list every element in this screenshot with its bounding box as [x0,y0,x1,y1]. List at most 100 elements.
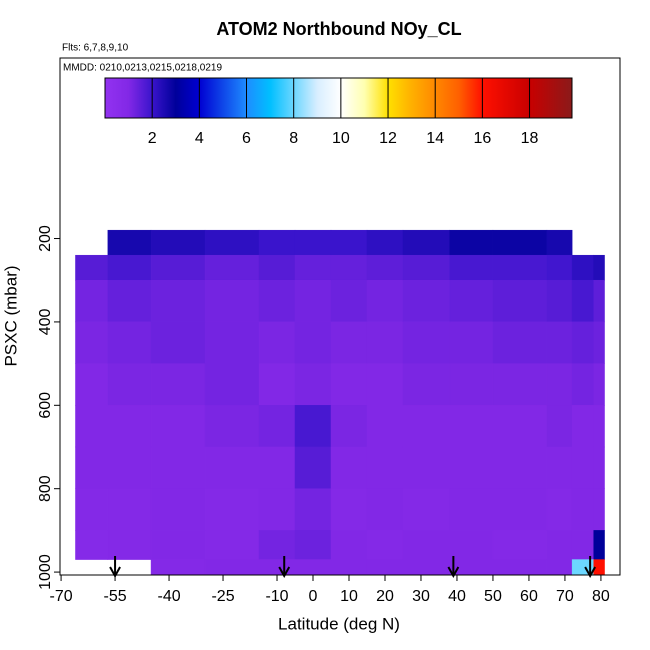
curtain-cell [204,488,260,531]
curtain-cell [593,446,605,489]
curtain-cell [107,530,152,560]
curtain-cell [366,559,404,576]
x-tick-label: -70 [50,588,73,605]
curtain-cell [107,229,152,256]
curtain-cell [571,530,594,560]
curtain-cell [258,321,296,364]
curtain-cell [150,488,206,531]
curtain-cell [75,488,109,531]
curtain-cell [546,363,573,406]
curtain-cell [366,405,404,448]
curtain-cell [258,446,296,489]
curtain-cell [75,254,109,281]
colorbar-tick-label: 10 [332,130,350,147]
colorbar-tick-label: 14 [426,130,444,147]
x-tick-label: 60 [520,588,538,605]
curtain-cell [204,559,260,576]
curtain-cell [258,405,296,448]
x-axis-label: Latitude (deg N) [278,614,400,633]
curtain-cell [150,279,206,323]
curtain-cell [330,321,368,364]
curtain-cell [107,488,152,531]
x-tick-label: 0 [309,588,318,605]
curtain-cell [258,229,296,256]
curtain-cell [107,405,152,448]
curtain-cell [75,446,109,489]
curtain-cell [258,530,296,560]
curtain-cell [366,488,404,531]
curtain-cell [294,229,332,256]
y-tick-label: 200 [37,225,54,252]
curtain-cell [593,488,605,531]
curtain-cell [366,363,404,406]
curtain-cell [546,488,573,531]
colorbar-tick-label: 12 [379,130,397,147]
curtain-cell [546,229,573,256]
curtain-cell [571,363,594,406]
curtain-cell [402,559,451,576]
curtain-cell [492,488,548,531]
subtitle: Flts: 6,7,8,9,10 [62,43,129,54]
curtain-cell [150,254,206,281]
curtain-cell [593,279,605,323]
curtain-cell [330,405,368,448]
curtain-cell [150,530,206,560]
curtain-cell [492,530,548,560]
curtain-cell [449,530,494,560]
curtain-cell [402,530,451,560]
curtain-cell [571,279,594,323]
annotation: MMDD: 0210,0213,0215,0218,0219 [63,63,222,74]
curtain-cell [546,446,573,489]
curtain-cell [107,279,152,323]
curtain-cell [571,488,594,531]
curtain-cell [330,530,368,560]
y-axis-label: PSXC (mbar) [1,265,20,366]
curtain-cell [449,488,494,531]
curtain-cell [366,279,404,323]
curtain-cell [294,279,332,323]
curtain-cell [75,363,109,406]
curtain-cell [150,559,206,576]
curtain-cell [402,446,451,489]
curtain-cell [546,559,573,576]
curtain-cell [449,446,494,489]
curtain-cell [449,321,494,364]
curtain-cell [150,229,206,256]
curtain-cell [330,279,368,323]
colorbar-tick-label: 18 [521,130,539,147]
colorbar-tick-label: 16 [473,130,491,147]
curtain-cell [294,363,332,406]
curtain-cell [107,446,152,489]
curtain-cell [593,321,605,364]
curtain-cell [449,254,494,281]
curtain-cell [492,254,548,281]
y-tick-label: 600 [37,392,54,419]
curtain-cell [204,279,260,323]
curtain-cell [107,363,152,406]
x-tick-label: -25 [211,588,234,605]
curtain-cell [571,405,594,448]
curtain-cell [204,229,260,256]
curtain-cell [258,279,296,323]
curtain-cell [294,488,332,531]
curtain-cell [492,446,548,489]
curtain-cell [150,321,206,364]
curtain-cell [150,446,206,489]
curtain-cell [330,229,368,256]
curtain-cell [150,405,206,448]
curtain-cell [204,530,260,560]
curtain-cell [330,446,368,489]
colorbar-tick-label: 8 [289,130,298,147]
curtain-cell [492,229,548,256]
curtain-cell [294,321,332,364]
plot-frame [59,57,621,576]
x-tick-label: 30 [412,588,430,605]
curtain-cell [449,363,494,406]
curtain-cell [107,254,152,281]
curtain-cell [492,279,548,323]
x-tick-label: 10 [340,588,358,605]
curtain-cell [107,321,152,364]
curtain-cell [204,321,260,364]
